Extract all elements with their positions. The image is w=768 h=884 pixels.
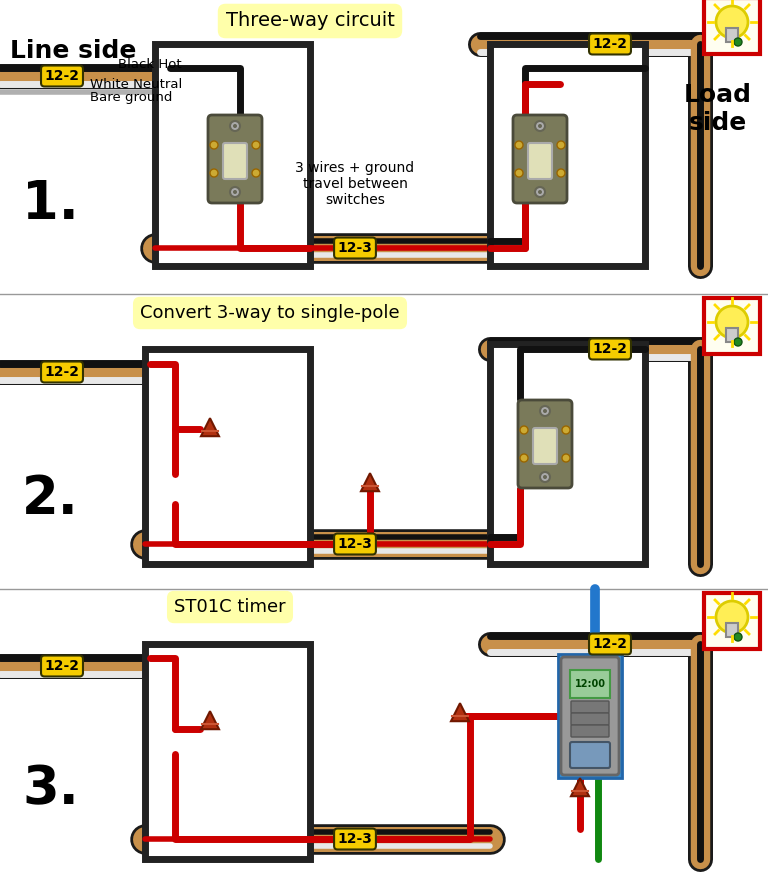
Circle shape bbox=[535, 187, 545, 197]
Bar bbox=[558, 654, 622, 778]
Text: Convert 3-way to single-pole: Convert 3-way to single-pole bbox=[141, 304, 400, 322]
Circle shape bbox=[233, 190, 237, 194]
Bar bbox=[145, 644, 310, 859]
Text: White Neutral: White Neutral bbox=[90, 78, 182, 90]
Circle shape bbox=[252, 169, 260, 177]
Bar bbox=[704, 0, 760, 54]
FancyBboxPatch shape bbox=[571, 713, 609, 725]
Text: 12:00: 12:00 bbox=[574, 679, 605, 689]
Text: 3.: 3. bbox=[22, 763, 79, 815]
Circle shape bbox=[520, 426, 528, 434]
Text: ST01C timer: ST01C timer bbox=[174, 598, 286, 616]
Bar bbox=[704, 593, 760, 649]
Circle shape bbox=[230, 121, 240, 131]
FancyBboxPatch shape bbox=[570, 742, 610, 768]
Circle shape bbox=[515, 141, 523, 149]
Text: 2.: 2. bbox=[22, 473, 79, 525]
Circle shape bbox=[538, 190, 542, 194]
Circle shape bbox=[562, 454, 570, 462]
FancyBboxPatch shape bbox=[571, 725, 609, 737]
Circle shape bbox=[716, 6, 748, 38]
Bar bbox=[490, 344, 645, 564]
Circle shape bbox=[230, 187, 240, 197]
Text: 3 wires + ground
travel between
switches: 3 wires + ground travel between switches bbox=[296, 161, 415, 207]
Circle shape bbox=[716, 306, 748, 338]
Bar bbox=[490, 44, 645, 266]
Circle shape bbox=[543, 475, 547, 479]
Circle shape bbox=[734, 38, 742, 46]
Circle shape bbox=[543, 409, 547, 413]
Circle shape bbox=[562, 426, 570, 434]
Text: Black Hot: Black Hot bbox=[118, 57, 181, 71]
Polygon shape bbox=[571, 778, 589, 796]
FancyBboxPatch shape bbox=[561, 657, 619, 775]
FancyBboxPatch shape bbox=[571, 701, 609, 713]
Bar bbox=[726, 623, 738, 637]
FancyBboxPatch shape bbox=[533, 428, 557, 464]
Circle shape bbox=[520, 454, 528, 462]
Text: 12-2: 12-2 bbox=[45, 659, 80, 673]
Polygon shape bbox=[361, 473, 379, 492]
FancyBboxPatch shape bbox=[528, 143, 552, 179]
Text: 12-2: 12-2 bbox=[45, 69, 80, 83]
Text: Bare ground: Bare ground bbox=[90, 90, 172, 103]
Circle shape bbox=[734, 338, 742, 346]
Text: 12-2: 12-2 bbox=[592, 37, 627, 51]
Bar bbox=[726, 28, 738, 42]
Circle shape bbox=[538, 124, 542, 128]
Circle shape bbox=[535, 121, 545, 131]
Text: 12-3: 12-3 bbox=[338, 832, 372, 846]
Circle shape bbox=[233, 124, 237, 128]
Text: Line side: Line side bbox=[10, 39, 137, 63]
Polygon shape bbox=[451, 703, 469, 721]
Circle shape bbox=[210, 169, 218, 177]
Circle shape bbox=[557, 141, 565, 149]
Circle shape bbox=[252, 141, 260, 149]
Polygon shape bbox=[201, 712, 219, 729]
Circle shape bbox=[515, 169, 523, 177]
Bar bbox=[570, 670, 610, 698]
FancyBboxPatch shape bbox=[208, 115, 262, 203]
Bar bbox=[726, 328, 738, 342]
Text: Load
side: Load side bbox=[684, 83, 752, 135]
FancyBboxPatch shape bbox=[223, 143, 247, 179]
Circle shape bbox=[734, 633, 742, 641]
Circle shape bbox=[716, 601, 748, 633]
Text: 12-3: 12-3 bbox=[338, 537, 372, 551]
FancyBboxPatch shape bbox=[518, 400, 572, 488]
Text: 12-2: 12-2 bbox=[45, 365, 80, 379]
Bar bbox=[704, 298, 760, 354]
FancyBboxPatch shape bbox=[513, 115, 567, 203]
Text: Three-way circuit: Three-way circuit bbox=[226, 11, 395, 31]
Circle shape bbox=[557, 169, 565, 177]
Circle shape bbox=[540, 406, 550, 416]
Bar bbox=[145, 349, 310, 564]
Circle shape bbox=[210, 141, 218, 149]
Circle shape bbox=[540, 472, 550, 482]
Text: 1.: 1. bbox=[22, 178, 79, 230]
Text: 12-3: 12-3 bbox=[338, 241, 372, 255]
Polygon shape bbox=[201, 418, 219, 436]
Text: 12-2: 12-2 bbox=[592, 637, 627, 651]
Bar bbox=[155, 44, 310, 266]
Text: 12-2: 12-2 bbox=[592, 342, 627, 356]
